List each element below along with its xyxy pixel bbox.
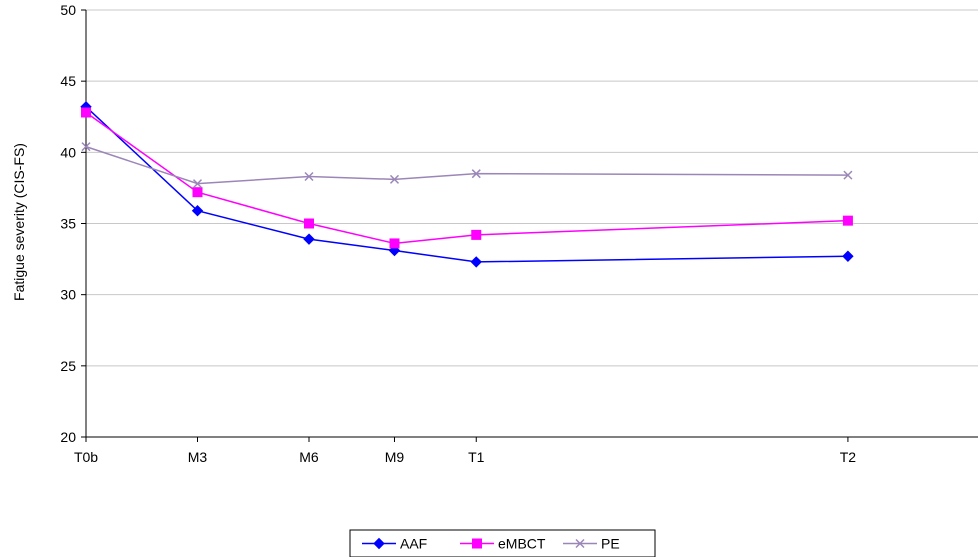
y-tick-label: 35 bbox=[60, 216, 76, 232]
data-point bbox=[191, 204, 204, 217]
series-line bbox=[85, 106, 848, 263]
y-tick-label: 50 bbox=[60, 2, 76, 18]
data-point bbox=[304, 171, 314, 182]
y-tick-label: 40 bbox=[60, 144, 76, 160]
series-layer bbox=[80, 101, 854, 268]
x-tick-label: T0b bbox=[74, 449, 98, 465]
data-point bbox=[471, 169, 481, 179]
y-tick-label: 20 bbox=[60, 429, 76, 445]
x-tick-label: M3 bbox=[188, 449, 208, 465]
data-point bbox=[192, 179, 203, 189]
legend-item-embct: eMBCT bbox=[460, 536, 546, 552]
data-point bbox=[304, 218, 314, 229]
data-point bbox=[470, 256, 482, 268]
data-point bbox=[81, 142, 91, 152]
legend-label: AAF bbox=[400, 536, 427, 552]
legend-label: eMBCT bbox=[498, 536, 546, 552]
y-tick-label: 30 bbox=[60, 287, 76, 303]
data-point bbox=[843, 170, 853, 180]
legend-item-aaf: AAF bbox=[362, 536, 427, 552]
legend-label: PE bbox=[601, 536, 620, 552]
y-tick-label: 25 bbox=[60, 358, 76, 374]
series-embct bbox=[81, 107, 853, 249]
series-line bbox=[85, 111, 848, 245]
legend-swatch-marker bbox=[575, 538, 585, 549]
data-point bbox=[81, 107, 91, 118]
gridlines bbox=[86, 9, 978, 367]
data-point bbox=[389, 174, 400, 184]
axes: 20 25 30 35 40 45 50 T0b M3 M6 M9 T1 T2 bbox=[60, 2, 978, 465]
legend-swatch-marker bbox=[472, 538, 482, 549]
y-tick-label: 45 bbox=[60, 73, 76, 89]
data-point bbox=[192, 187, 203, 198]
x-tick-label: M6 bbox=[299, 449, 319, 465]
legend-box bbox=[349, 529, 656, 557]
series-line bbox=[85, 145, 848, 185]
x-tick-label: T2 bbox=[840, 449, 857, 465]
legend-item-pe: PE bbox=[563, 536, 620, 552]
data-point bbox=[389, 238, 400, 249]
legend-swatch-marker bbox=[373, 537, 385, 550]
x-tick-label: T1 bbox=[468, 449, 485, 465]
series-pe bbox=[81, 142, 853, 189]
data-point bbox=[303, 233, 315, 245]
x-tick-label: M9 bbox=[385, 449, 405, 465]
data-point bbox=[842, 215, 853, 226]
legend: AAF eMBCT PE bbox=[349, 529, 656, 557]
y-axis-title: Fatigue severity (CIS-FS) bbox=[11, 143, 27, 301]
series-aaf bbox=[80, 101, 854, 268]
data-point bbox=[842, 250, 854, 262]
data-point bbox=[471, 229, 482, 240]
